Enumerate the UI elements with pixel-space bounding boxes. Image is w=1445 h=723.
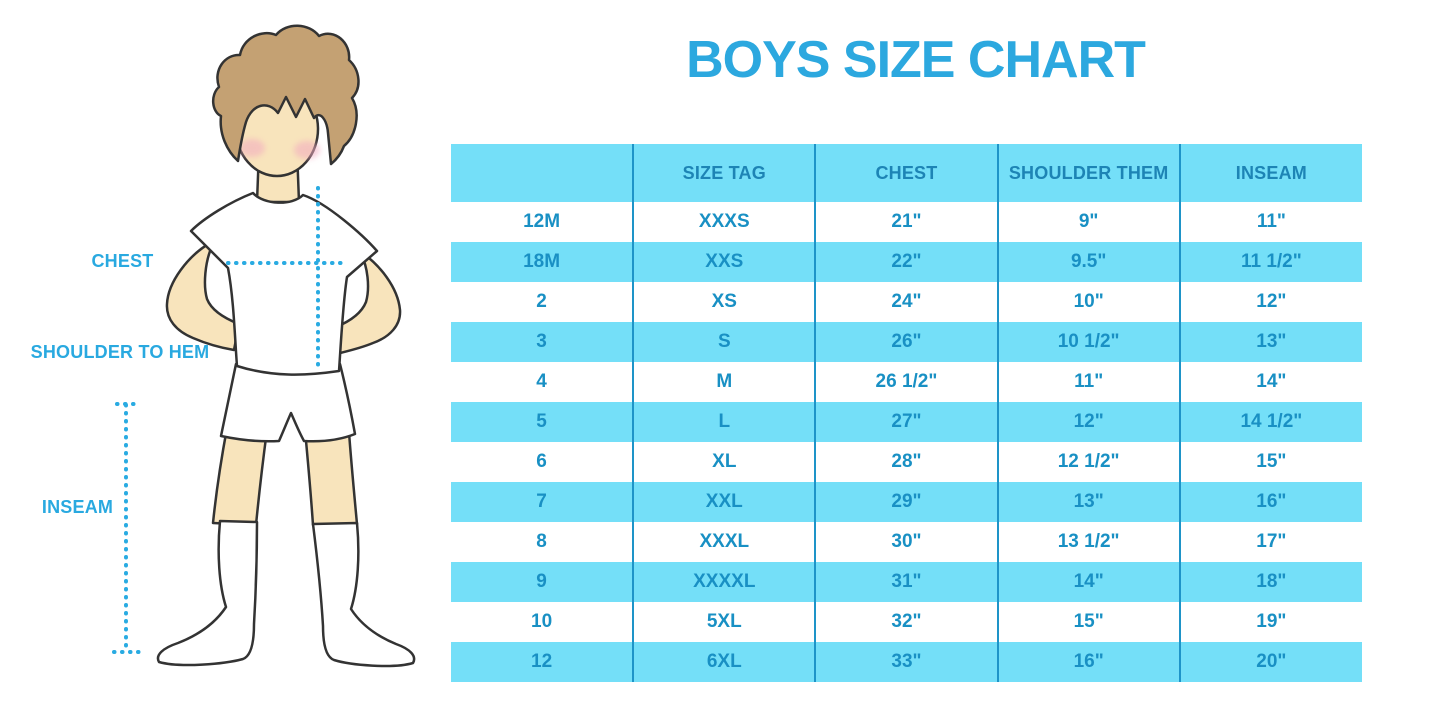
header-cell-size-tag: SIZE TAG bbox=[632, 144, 816, 202]
table-row: 8 XXXL 30" 13 1/2" 17" bbox=[451, 522, 1362, 562]
table-cell: 6XL bbox=[632, 642, 816, 682]
table-cell: 8 bbox=[451, 522, 634, 562]
boy-leg-right bbox=[303, 428, 359, 527]
table-cell: 3 bbox=[451, 322, 634, 362]
header-cell-blank bbox=[451, 144, 634, 202]
table-cell: XL bbox=[632, 442, 816, 482]
boy-shorts bbox=[219, 362, 357, 443]
table-cell: 11 1/2" bbox=[1178, 242, 1362, 282]
table-cell: L bbox=[632, 402, 816, 442]
table-cell: 7 bbox=[451, 482, 634, 522]
table-cell: S bbox=[632, 322, 816, 362]
table-cell: 18" bbox=[1178, 562, 1362, 602]
header-cell-inseam: INSEAM bbox=[1178, 144, 1362, 202]
table-cell: 16" bbox=[996, 642, 1180, 682]
table-cell: 12 bbox=[451, 642, 634, 682]
boy-cheek-right bbox=[294, 141, 320, 159]
table-cell: 2 bbox=[451, 282, 634, 322]
table-row: 2 XS 24" 10" 12" bbox=[451, 282, 1362, 322]
table-cell: 17" bbox=[1178, 522, 1362, 562]
table-cell: XXXS bbox=[632, 202, 816, 242]
table-cell: 28" bbox=[814, 442, 998, 482]
table-row: 7 XXL 29" 13" 16" bbox=[451, 482, 1362, 522]
table-cell: XXXXL bbox=[632, 562, 816, 602]
header-cell-chest: CHEST bbox=[814, 144, 998, 202]
table-cell: 21" bbox=[814, 202, 998, 242]
boy-tshirt bbox=[189, 191, 379, 376]
table-cell: M bbox=[632, 362, 816, 402]
table-row: 10 5XL 32" 15" 19" bbox=[451, 602, 1362, 642]
table-cell: 10" bbox=[996, 282, 1180, 322]
table-cell: 10 bbox=[451, 602, 634, 642]
chest-label: CHEST bbox=[91, 251, 154, 271]
boy-arm-right bbox=[334, 248, 402, 355]
table-cell: 12" bbox=[996, 402, 1180, 442]
table-cell: 16" bbox=[1178, 482, 1362, 522]
table-cell: 30" bbox=[814, 522, 998, 562]
table-cell: XXXL bbox=[632, 522, 816, 562]
boy-sock-left bbox=[156, 519, 259, 667]
table-cell: 9.5" bbox=[996, 242, 1180, 282]
table-header-row: SIZE TAG CHEST SHOULDER THEM INSEAM bbox=[451, 144, 1362, 202]
table-row: 3 S 26" 10 1/2" 13" bbox=[451, 322, 1362, 362]
shoulder-to-hem-label: SHOULDER TO HEM bbox=[30, 342, 210, 362]
size-chart-table: SIZE TAG CHEST SHOULDER THEM INSEAM 12M X… bbox=[451, 144, 1362, 682]
table-cell: 5XL bbox=[632, 602, 816, 642]
table-cell: 31" bbox=[814, 562, 998, 602]
table-cell: 12M bbox=[451, 202, 634, 242]
table-cell: 13" bbox=[1178, 322, 1362, 362]
table-cell: 22" bbox=[814, 242, 998, 282]
table-cell: 14" bbox=[1178, 362, 1362, 402]
table-cell: 5 bbox=[451, 402, 634, 442]
table-cell: 24" bbox=[814, 282, 998, 322]
table-cell: 33" bbox=[814, 642, 998, 682]
table-cell: 32" bbox=[814, 602, 998, 642]
table-cell: 4 bbox=[451, 362, 634, 402]
boy-hair bbox=[212, 24, 360, 166]
table-cell: 10 1/2" bbox=[996, 322, 1180, 362]
boy-sock-right bbox=[311, 521, 416, 668]
table-row: 12 6XL 33" 16" 20" bbox=[451, 642, 1362, 682]
table-row: 18M XXS 22" 9.5" 11 1/2" bbox=[451, 242, 1362, 282]
table-row: 6 XL 28" 12 1/2" 15" bbox=[451, 442, 1362, 482]
table-row: 9 XXXXL 31" 14" 18" bbox=[451, 562, 1362, 602]
table-cell: XXS bbox=[632, 242, 816, 282]
table-cell: 12" bbox=[1178, 282, 1362, 322]
table-row: 4 M 26 1/2" 11" 14" bbox=[451, 362, 1362, 402]
boy-arm-left bbox=[165, 241, 241, 352]
table-cell: 26" bbox=[814, 322, 998, 362]
table-cell: 12 1/2" bbox=[996, 442, 1180, 482]
inseam-label: INSEAM bbox=[41, 497, 114, 517]
table-cell: 11" bbox=[996, 362, 1180, 402]
size-table-body: 12M XXXS 21" 9" 11" 18M XXS 22" 9.5" 11 1/2" 2 XS 24… bbox=[451, 202, 1362, 682]
table-cell: 15" bbox=[996, 602, 1180, 642]
boy-leg-left bbox=[211, 426, 269, 527]
table-cell: 26 1/2" bbox=[814, 362, 998, 402]
table-cell: 14" bbox=[996, 562, 1180, 602]
table-cell: 13 1/2" bbox=[996, 522, 1180, 562]
table-cell: 9 bbox=[451, 562, 634, 602]
table-cell: 15" bbox=[1178, 442, 1362, 482]
table-cell: XXL bbox=[632, 482, 816, 522]
table-cell: 20" bbox=[1178, 642, 1362, 682]
table-row: 5 L 27" 12" 14 1/2" bbox=[451, 402, 1362, 442]
table-cell: 9" bbox=[996, 202, 1180, 242]
table-cell: 11" bbox=[1178, 202, 1362, 242]
table-cell: 27" bbox=[814, 402, 998, 442]
boy-measurement-diagram bbox=[112, 24, 416, 668]
table-cell: XS bbox=[632, 282, 816, 322]
page-title: BOYS SIZE CHART bbox=[686, 31, 1146, 89]
table-cell: 13" bbox=[996, 482, 1180, 522]
header-cell-shoulder: SHOULDER THEM bbox=[996, 144, 1180, 202]
table-cell: 6 bbox=[451, 442, 634, 482]
table-row: 12M XXXS 21" 9" 11" bbox=[451, 202, 1362, 242]
boy-cheek-left bbox=[239, 139, 265, 157]
table-cell: 29" bbox=[814, 482, 998, 522]
table-cell: 18M bbox=[451, 242, 634, 282]
table-cell: 19" bbox=[1178, 602, 1362, 642]
table-cell: 14 1/2" bbox=[1178, 402, 1362, 442]
